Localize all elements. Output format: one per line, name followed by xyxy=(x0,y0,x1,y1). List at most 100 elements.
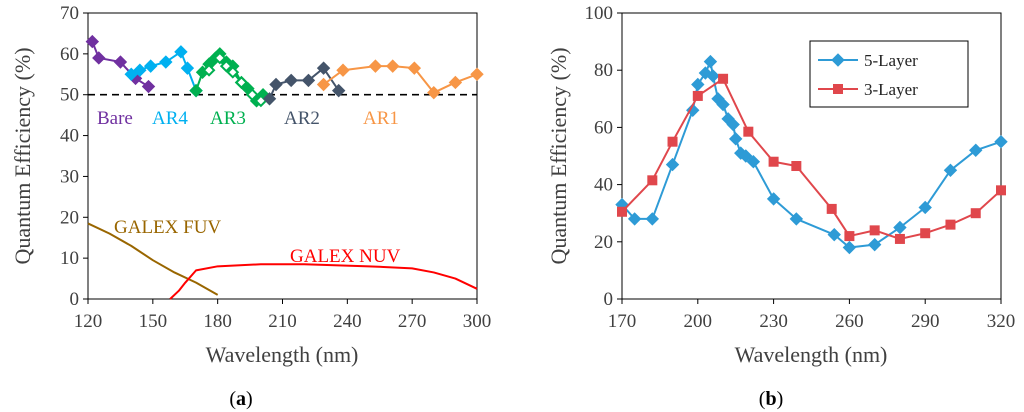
data-point xyxy=(703,54,718,69)
data-point xyxy=(470,67,484,81)
annotation-ar1: AR1 xyxy=(363,108,399,129)
data-point xyxy=(331,83,346,98)
data-point xyxy=(143,59,158,73)
series-ar4 xyxy=(124,45,203,98)
data-point xyxy=(301,73,316,88)
data-point xyxy=(235,76,248,89)
legend-label: 5-Layer xyxy=(864,51,918,70)
data-point xyxy=(869,225,880,236)
y-tick-label: 80 xyxy=(594,60,613,81)
annotation-ar3: AR3 xyxy=(210,108,246,129)
data-point xyxy=(316,77,331,92)
data-point xyxy=(386,59,400,73)
x-tick-label: 290 xyxy=(911,311,940,332)
series-line xyxy=(621,77,1002,240)
data-point xyxy=(970,208,981,219)
data-point xyxy=(665,157,680,172)
data-point xyxy=(113,55,128,69)
data-point xyxy=(842,240,857,255)
x-tick-label: 320 xyxy=(987,311,1016,332)
data-point xyxy=(692,90,703,101)
data-point xyxy=(262,92,277,106)
data-point xyxy=(867,237,882,252)
y-tick-label: 60 xyxy=(60,44,79,65)
annotation-galex-fuv: GALEX FUV xyxy=(114,217,221,238)
data-point xyxy=(743,126,754,137)
data-point xyxy=(407,61,422,75)
data-point xyxy=(202,63,216,77)
data-point xyxy=(893,220,907,235)
y-tick-label: 100 xyxy=(585,3,614,24)
data-point xyxy=(448,75,463,90)
data-point xyxy=(627,212,642,226)
panel-b-caption: (b) xyxy=(759,388,783,410)
y-tick-label: 0 xyxy=(604,289,614,310)
x-tick-label: 260 xyxy=(835,311,864,332)
data-point xyxy=(920,228,931,239)
data-point xyxy=(994,134,1008,149)
annotation-bare: Bare xyxy=(97,108,133,129)
y-tick-label: 60 xyxy=(594,117,613,138)
data-point xyxy=(159,55,173,69)
legend-swatch-marker xyxy=(831,53,845,67)
series-galex-nuv xyxy=(169,263,478,300)
series-line xyxy=(169,263,478,300)
data-point xyxy=(739,149,753,163)
y-tick-label: 0 xyxy=(70,289,80,310)
x-tick-label: 150 xyxy=(139,311,168,332)
panel-a-ylabel: Quantum Efficiency (%) xyxy=(10,47,35,264)
data-point xyxy=(141,79,156,94)
annotation-ar2: AR2 xyxy=(284,108,320,129)
x-tick-label: 170 xyxy=(608,311,637,332)
data-point xyxy=(189,83,203,98)
panel-b-xlabel: Wavelength (nm) xyxy=(735,342,888,367)
data-point xyxy=(918,200,932,215)
data-point xyxy=(728,132,743,146)
panel-b-ylabel: Quantum Efficiency (%) xyxy=(546,47,571,264)
data-point xyxy=(766,192,781,206)
data-point xyxy=(124,67,138,81)
series-galex-fuv xyxy=(87,222,219,296)
series-3-layer xyxy=(617,73,1006,244)
data-point xyxy=(691,77,705,92)
data-point xyxy=(647,175,658,186)
x-tick-label: 240 xyxy=(333,311,362,332)
y-tick-label: 50 xyxy=(60,85,79,106)
data-point xyxy=(133,63,147,77)
data-point xyxy=(827,227,841,242)
y-tick-label: 20 xyxy=(60,207,79,228)
data-point xyxy=(726,117,740,132)
annotation-galex-nuv: GALEX NUV xyxy=(290,246,401,267)
annotation-ar4: AR4 xyxy=(152,108,188,129)
data-point xyxy=(269,77,283,92)
x-tick-label: 270 xyxy=(398,311,427,332)
panel-a-caption: (a) xyxy=(229,388,252,410)
y-tick-label: 40 xyxy=(594,175,613,196)
y-tick-label: 30 xyxy=(60,166,79,187)
data-point xyxy=(686,103,700,117)
data-point xyxy=(645,212,660,226)
data-point xyxy=(174,45,188,59)
series-bare xyxy=(85,34,156,94)
data-point xyxy=(316,61,331,75)
data-point xyxy=(427,85,441,100)
data-point xyxy=(718,73,729,84)
data-point xyxy=(768,156,779,167)
data-point xyxy=(826,203,837,214)
data-point xyxy=(226,65,240,79)
panel-b-legend: 5-Layer 3-Layer xyxy=(809,40,969,108)
x-tick-label: 120 xyxy=(74,311,103,332)
data-point xyxy=(667,136,678,147)
legend-swatch-marker xyxy=(833,84,843,94)
panel-b-chart: 170 200 230 260 290 320 0 20 40 60 80 100 5-Layer 3-… xyxy=(546,3,1015,410)
x-tick-label: 200 xyxy=(684,311,713,332)
data-point xyxy=(617,206,627,217)
data-point xyxy=(219,59,233,73)
legend-label: 3-Layer xyxy=(864,80,918,99)
panel-b-plot-area xyxy=(621,12,1002,300)
x-tick-label: 230 xyxy=(759,311,788,332)
y-tick-label: 70 xyxy=(60,3,79,24)
data-point xyxy=(92,51,106,65)
data-point xyxy=(844,231,855,242)
